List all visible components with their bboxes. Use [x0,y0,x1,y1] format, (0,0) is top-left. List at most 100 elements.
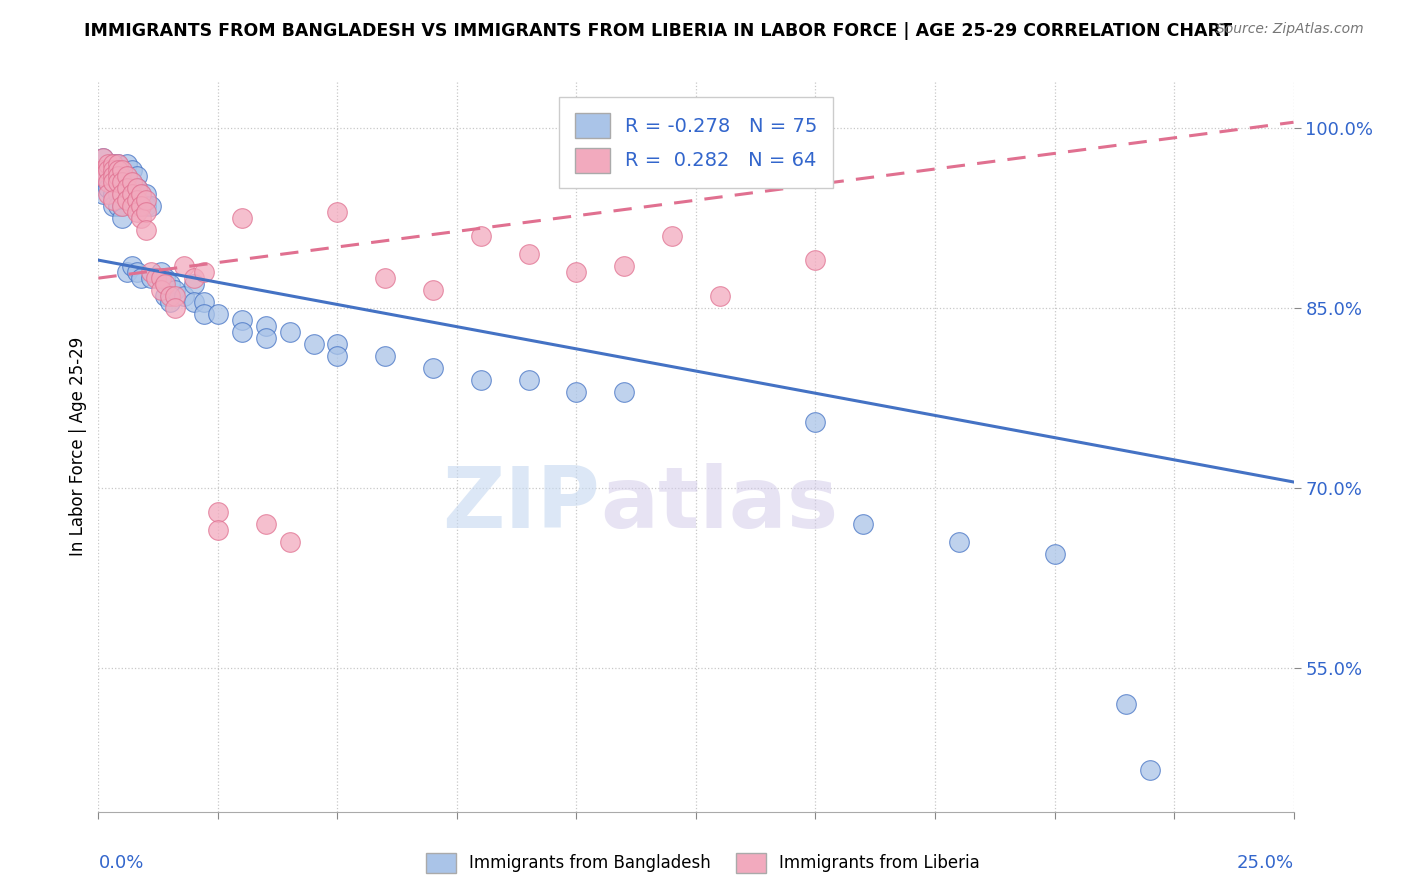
Point [131,199,153,213]
Point [135,223,157,237]
Point [207,505,229,519]
Point [173,259,195,273]
Point [107,157,129,171]
Point [326,349,349,363]
Point [613,259,636,273]
Point [111,163,134,178]
Point [374,271,396,285]
Point [135,193,157,207]
Point [159,277,181,292]
Point [231,325,253,339]
Point [131,187,153,202]
Point [139,199,162,213]
Point [101,169,124,184]
Point [804,253,827,268]
Point [107,157,129,171]
Point [231,313,253,327]
Point [163,289,186,303]
Point [374,349,396,363]
Point [139,271,162,285]
Point [517,247,540,261]
Point [254,331,277,345]
Point [115,181,138,195]
Point [115,193,138,207]
Point [207,523,229,537]
Point [183,271,205,285]
Point [107,199,129,213]
Point [91,175,114,189]
Point [231,211,253,226]
Point [131,211,153,226]
Point [101,157,124,171]
Point [145,271,167,285]
Point [326,337,349,351]
Point [326,205,349,219]
Point [121,175,143,189]
Point [193,265,215,279]
Point [149,283,172,297]
Point [111,163,134,178]
Point [155,271,177,285]
Point [254,319,277,334]
Point [155,289,177,303]
Point [613,385,636,400]
Point [115,157,138,171]
Point [131,271,153,285]
Point [97,181,120,195]
Point [121,259,143,273]
Point [125,181,148,195]
Point [101,169,124,184]
Point [155,277,177,292]
Point [302,337,325,351]
Point [101,157,124,171]
Point [149,271,172,285]
Point [565,385,588,400]
Point [804,415,827,429]
Point [163,301,186,315]
Point [111,199,134,213]
Point [107,175,129,189]
Point [115,265,138,279]
Point [852,516,875,531]
Point [948,535,970,549]
Point [107,175,129,189]
Point [121,163,143,178]
Point [173,289,195,303]
Point [111,169,134,184]
Point [97,163,120,178]
Point [107,187,129,202]
Point [97,157,120,171]
Text: Source: ZipAtlas.com: Source: ZipAtlas.com [1216,22,1364,37]
Point [91,169,114,184]
Point [135,199,157,213]
Text: atlas: atlas [600,463,838,546]
Point [193,295,215,310]
Point [111,175,134,189]
Point [183,277,205,292]
Point [163,283,186,297]
Point [115,169,138,184]
Point [107,163,129,178]
Point [121,187,143,202]
Point [131,199,153,213]
Point [139,265,162,279]
Text: ZIP: ZIP [443,463,600,546]
Text: 0.0%: 0.0% [98,854,143,871]
Point [565,265,588,279]
Text: 25.0%: 25.0% [1236,854,1294,871]
Point [422,361,444,376]
Point [111,175,134,189]
Legend: R = -0.278   N = 75, R =  0.282   N = 64: R = -0.278 N = 75, R = 0.282 N = 64 [560,97,832,188]
Point [111,187,134,202]
Point [101,163,124,178]
Point [97,175,120,189]
Point [207,307,229,321]
Point [101,187,124,202]
Point [1139,763,1161,777]
Point [115,193,138,207]
Point [470,373,492,387]
Point [91,151,114,165]
Point [159,289,181,303]
Point [1115,697,1137,711]
Point [159,295,181,310]
